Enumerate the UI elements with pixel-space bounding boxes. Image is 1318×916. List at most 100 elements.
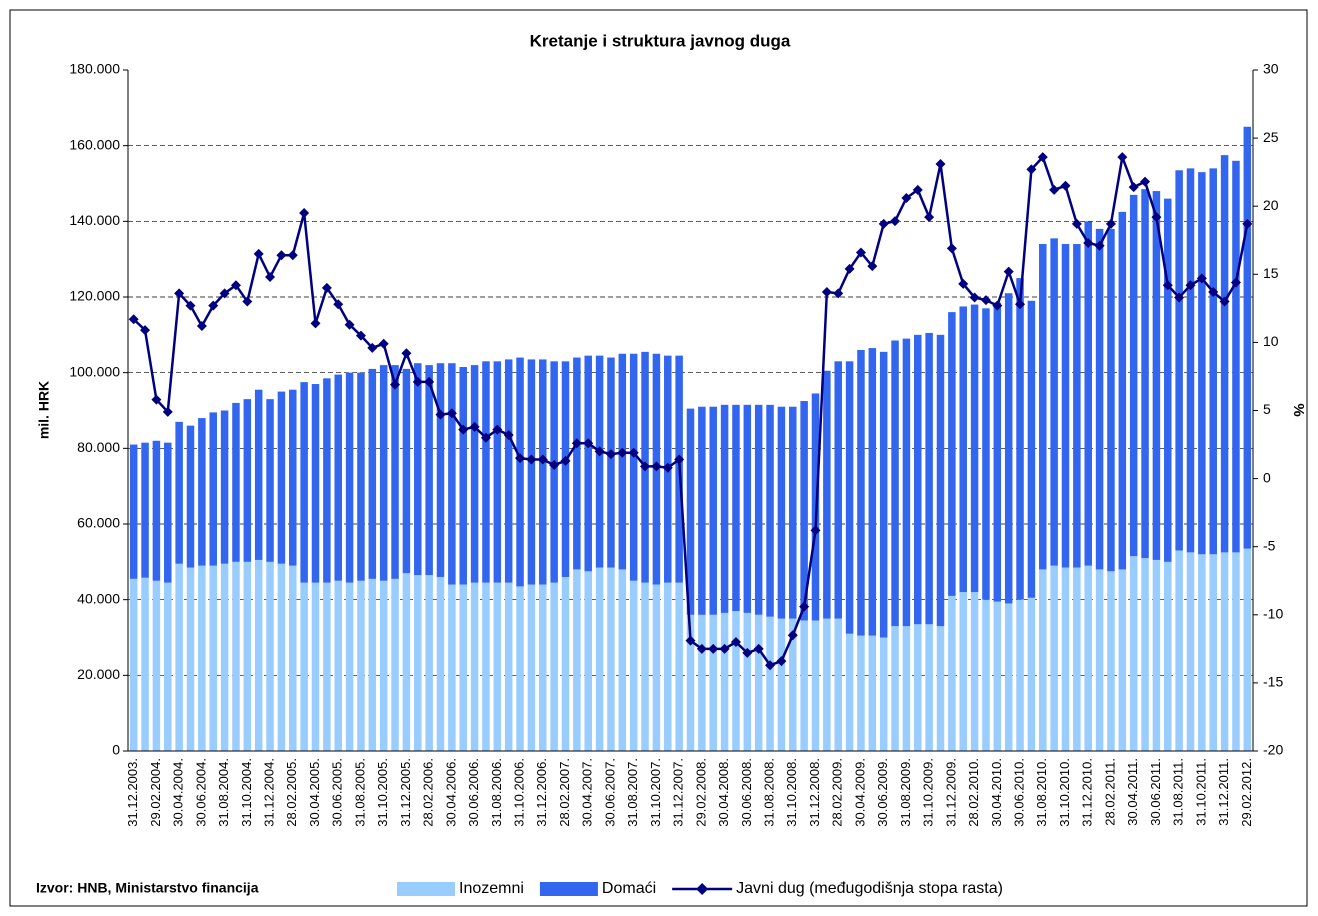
line-marker	[515, 453, 526, 464]
bar-segment	[311, 384, 320, 583]
line-marker	[583, 438, 594, 449]
bar-segment	[1050, 238, 1058, 566]
bar-segment	[493, 361, 502, 583]
bar-segment	[584, 571, 592, 751]
bar-segment	[448, 363, 456, 585]
bar-segment	[675, 582, 683, 751]
line-marker	[344, 319, 355, 330]
bar-segment	[561, 576, 570, 751]
line-marker	[310, 318, 321, 329]
legend-label: Javni dug (međugodišnja stopa rasta)	[736, 880, 1003, 897]
bar-segment	[1209, 168, 1217, 555]
bar-segment	[811, 620, 820, 751]
bar-segment	[277, 563, 286, 751]
x-tick-label: 31.08.2004.	[216, 758, 231, 827]
line-marker	[185, 300, 196, 311]
bar-segment	[1152, 559, 1161, 751]
x-tick-label: 30.04.2010.	[989, 758, 1004, 827]
bar-segment	[698, 614, 706, 751]
bar-segment	[743, 612, 752, 751]
bar-segment	[618, 353, 627, 570]
x-tick-label: 31.08.2010.	[1034, 758, 1049, 827]
bar-segment	[1175, 170, 1183, 551]
line-marker	[1196, 273, 1207, 284]
bar-segment	[402, 368, 411, 574]
y-tick-label: 160.000	[69, 136, 120, 152]
line-marker	[208, 300, 219, 311]
bar-segment	[1243, 126, 1252, 549]
legend-swatch	[539, 882, 598, 896]
bar-segment	[868, 635, 877, 751]
line-marker	[1151, 212, 1162, 223]
bar-segment	[243, 399, 252, 562]
line-marker	[571, 438, 582, 449]
bar-segment	[414, 363, 422, 576]
bar-segment	[1118, 211, 1127, 570]
bar-segment	[1152, 191, 1161, 560]
bar-segment	[1027, 300, 1036, 598]
x-tick-label: 28.02.2009.	[830, 758, 845, 827]
line-marker	[946, 243, 957, 254]
bar-segment	[345, 582, 354, 751]
x-tick-label: 30.06.2007.	[602, 758, 617, 827]
line-marker	[355, 330, 366, 341]
line-marker	[299, 208, 310, 219]
bar-segment	[493, 582, 502, 751]
bar-segment	[743, 404, 752, 613]
bar-segment	[993, 302, 1002, 602]
bar-segment	[186, 425, 195, 568]
bar-segment	[266, 561, 274, 751]
line-marker	[560, 455, 571, 466]
bar-segment	[254, 389, 263, 560]
bar-segment	[1198, 172, 1206, 555]
x-tick-label: 30.06.2004.	[193, 758, 208, 827]
bar-segment	[311, 582, 320, 751]
line-marker	[890, 216, 901, 227]
bar-segment	[334, 374, 342, 581]
line-marker	[140, 325, 151, 336]
bar-segment	[232, 402, 240, 562]
line-marker	[776, 656, 787, 667]
x-tick-label: 30.04.2007.	[580, 758, 595, 827]
bar-segment	[368, 578, 377, 751]
line-marker	[833, 288, 844, 299]
bar-segment	[754, 614, 763, 751]
line-marker	[196, 321, 207, 332]
line-marker	[878, 218, 889, 229]
line-marker	[412, 376, 423, 387]
x-tick-label: 31.08.2008.	[761, 758, 776, 827]
bar-segment	[845, 633, 854, 751]
line-marker	[242, 296, 253, 307]
bar-segment	[527, 359, 536, 585]
line-marker	[844, 263, 855, 274]
line-marker	[912, 184, 923, 195]
y2-tick-label: 5	[1263, 401, 1271, 417]
bar-segment	[516, 586, 524, 751]
line-marker	[651, 461, 662, 472]
x-tick-label: 31.12.2008.	[807, 758, 822, 827]
line-marker	[924, 212, 935, 223]
bar-segment	[1220, 552, 1229, 751]
line-marker	[662, 462, 673, 473]
x-tick-label: 30.06.2006.	[466, 758, 481, 827]
x-tick-label: 28.02.2005.	[284, 758, 299, 827]
bar-segment	[709, 406, 717, 615]
bar-segment	[970, 304, 979, 593]
bar-segment	[857, 635, 865, 751]
line-marker	[799, 601, 810, 612]
bar-segment	[402, 573, 411, 751]
bar-segment	[1004, 603, 1013, 751]
bar-segment	[1095, 569, 1104, 751]
x-tick-label: 29.02.2012.	[1239, 758, 1254, 827]
bar-segment	[800, 401, 808, 621]
line-marker	[1242, 218, 1253, 229]
legend-swatch	[397, 882, 455, 896]
bar-segment	[720, 612, 729, 751]
y-tick-label: 100.000	[69, 363, 120, 379]
bar-segment	[1118, 569, 1127, 751]
y2-tick-label: 25	[1263, 129, 1279, 145]
y2-tick-label: 30	[1263, 61, 1279, 77]
bar-segment	[141, 442, 149, 578]
x-tick-label: 31.08.2009.	[898, 758, 913, 827]
bar-segment	[800, 620, 808, 751]
